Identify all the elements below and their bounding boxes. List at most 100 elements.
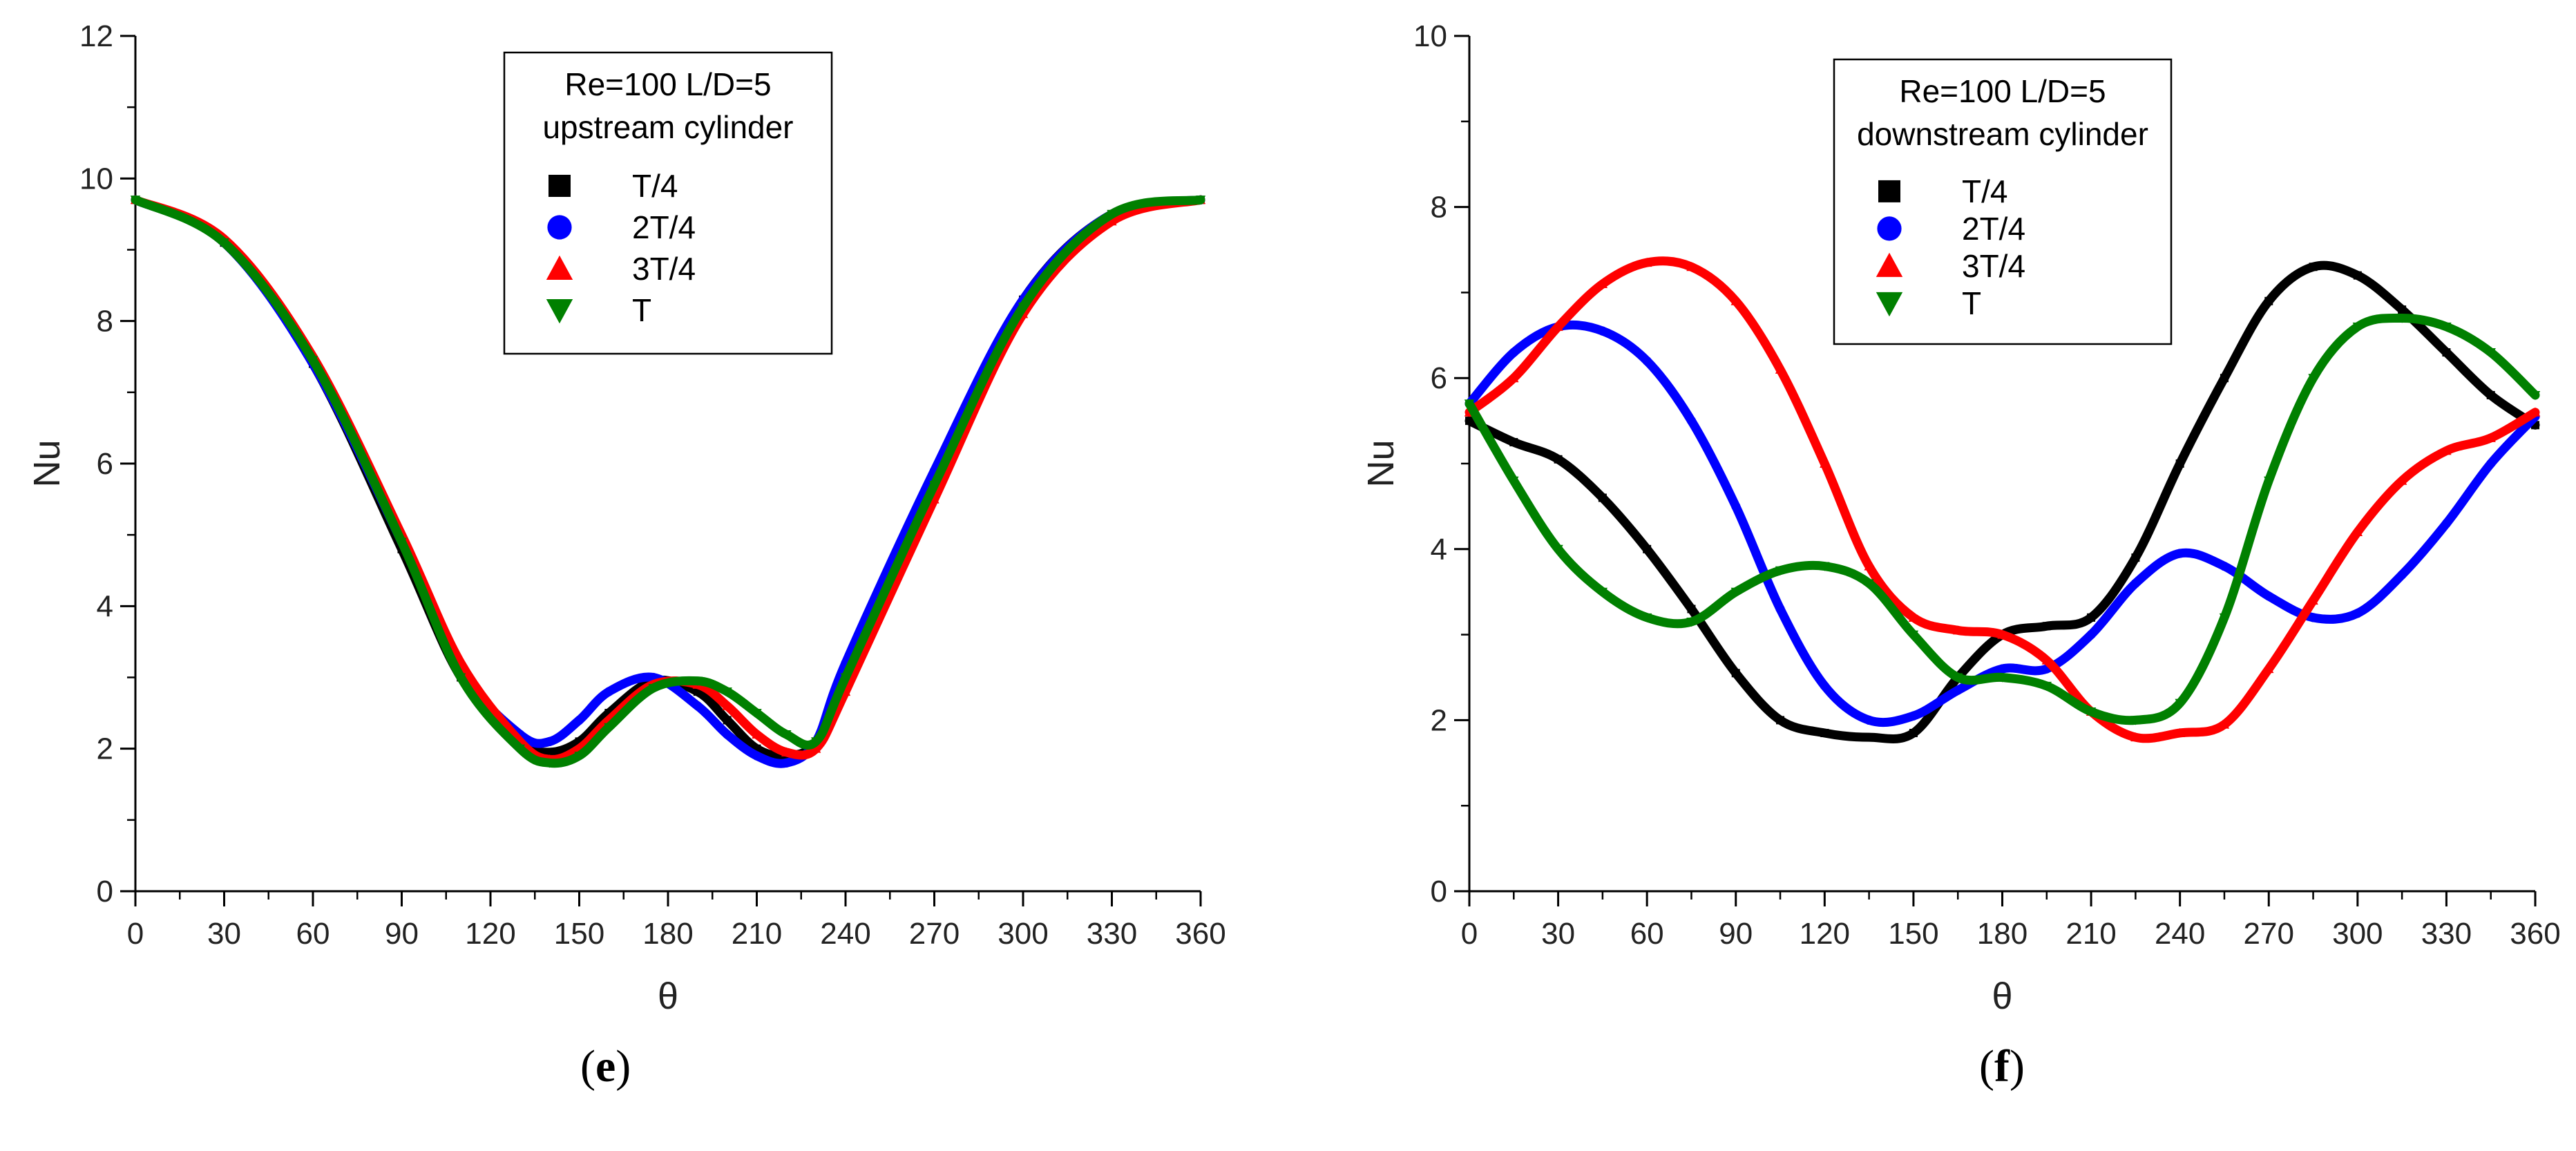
data-point-t (840, 673, 851, 683)
y-tick-label: 4 (97, 589, 113, 623)
y-tick-label: 8 (97, 305, 113, 339)
data-point-2t-4 (693, 701, 703, 711)
y-tick-label: 10 (79, 162, 113, 196)
data-point-2t-4 (1686, 416, 1697, 426)
data-point-3t-4 (2530, 407, 2541, 417)
data-point-t (1864, 579, 1874, 589)
data-point-3t-4 (1553, 321, 1563, 331)
data-point-3t-4 (1908, 612, 1919, 622)
data-point-2t-4 (2397, 570, 2407, 580)
x-tick-label: 60 (1630, 917, 1664, 951)
data-point-t (1997, 673, 2007, 683)
data-point-t (219, 238, 229, 248)
data-point-2t-4 (2486, 459, 2496, 468)
data-point-t-4 (1820, 728, 1829, 737)
data-point-3t-4 (1509, 373, 1519, 383)
legend-label: 3T/4 (632, 251, 696, 287)
data-point-2t-4 (1775, 604, 1785, 614)
y-tick-label: 0 (1431, 875, 1447, 909)
data-point-3t-4 (722, 701, 732, 710)
data-point-t-4 (2353, 271, 2362, 280)
y-tick-label: 10 (1413, 19, 1447, 53)
legend-label: 2T/4 (1962, 211, 2025, 247)
data-point-2t-4 (2353, 609, 2363, 618)
legend-label: 3T/4 (1962, 248, 2025, 284)
data-point-t (692, 676, 703, 686)
data-point-t (2086, 707, 2097, 717)
data-point-t-4 (1776, 716, 1785, 725)
chart-downstream-cylinder: 0 30 60 90 120 150 180 210 240 270 300 330 360 0 2 4 6 8 1… (1360, 19, 2561, 1092)
data-point-t (1597, 587, 1608, 597)
data-point-3t-4 (2175, 727, 2185, 737)
data-point-3t-4 (2396, 475, 2407, 485)
data-point-t (2130, 716, 2141, 725)
x-tick-label: 180 (1977, 917, 2028, 951)
data-point-t-4 (2398, 305, 2407, 314)
data-point-2t-4 (2441, 519, 2452, 529)
x-tick-label: 120 (465, 917, 515, 951)
data-point-3t-4 (1820, 458, 1830, 468)
x-tick-label: 60 (296, 917, 330, 951)
data-point-t-4 (1509, 438, 1518, 447)
legend-marker (546, 255, 573, 280)
x-tick-label: 120 (1800, 917, 1850, 951)
data-point-t (722, 687, 732, 697)
series-line-t (1464, 313, 2540, 725)
data-point-t (2264, 476, 2274, 486)
chart-upstream-cylinder: 0 30 60 90 120 150 180 210 240 270 300 330 360 0 2 4 6 8 1… (26, 19, 1226, 1092)
data-point-t-4 (1643, 544, 1652, 553)
data-point-t (604, 723, 614, 732)
data-point-t (2041, 681, 2052, 692)
x-tick-label: 90 (385, 917, 419, 951)
data-point-t (929, 480, 939, 491)
data-point-t-4 (1864, 733, 1873, 742)
data-point-3t-4 (781, 747, 792, 757)
data-point-2t-4 (723, 730, 732, 739)
legend-title: Re=100 L/D=5 (564, 66, 771, 102)
x-tick-label: 0 (1461, 917, 1478, 951)
data-point-t-4 (1909, 728, 1918, 737)
data-point-t (1953, 673, 1963, 683)
data-point-t-4 (2220, 374, 2229, 383)
data-point-2t-4 (2086, 630, 2096, 640)
legend-label: T (1962, 285, 1981, 321)
legend-title: upstream cylinder (542, 109, 793, 145)
data-point-t (2352, 322, 2363, 332)
data-point-t (455, 673, 466, 683)
data-point-t-4 (2042, 622, 2051, 631)
y-axis-title: Nu (1360, 439, 1402, 487)
data-point-t (648, 683, 658, 694)
x-tick-label: 150 (1888, 917, 1938, 951)
x-tick-label: 90 (1719, 917, 1753, 951)
data-point-t-4 (2486, 390, 2495, 399)
data-point-t (307, 356, 318, 365)
data-point-t (1464, 399, 1475, 409)
data-point-t (1908, 630, 1919, 640)
data-point-t (515, 744, 526, 754)
legend-label: T/4 (632, 168, 678, 204)
data-point-2t-4 (1509, 348, 1518, 357)
data-point-t-4 (1465, 417, 1473, 426)
data-point-t (2530, 390, 2541, 401)
data-point-3t-4 (810, 743, 821, 753)
x-axis-title: θ (1992, 976, 2012, 1017)
x-tick-label: 240 (820, 917, 870, 951)
x-tick-label: 0 (127, 917, 144, 951)
data-point-t-4 (2264, 296, 2273, 305)
data-point-2t-4 (752, 751, 762, 761)
data-point-t (1775, 566, 1786, 576)
legend-label: T/4 (1962, 173, 2007, 209)
x-tick-label: 30 (207, 917, 241, 951)
data-point-3t-4 (1997, 629, 2007, 639)
data-point-t-4 (2442, 348, 2451, 357)
data-point-t (1686, 618, 1697, 627)
data-point-t (130, 196, 141, 205)
data-point-3t-4 (2041, 655, 2052, 665)
series-line-t (131, 195, 1205, 768)
data-point-t (2175, 698, 2185, 708)
data-point-2t-4 (2220, 561, 2229, 571)
data-point-2t-4 (1909, 711, 1918, 721)
data-point-2t-4 (2175, 549, 2185, 558)
x-tick-label: 240 (2155, 917, 2205, 951)
